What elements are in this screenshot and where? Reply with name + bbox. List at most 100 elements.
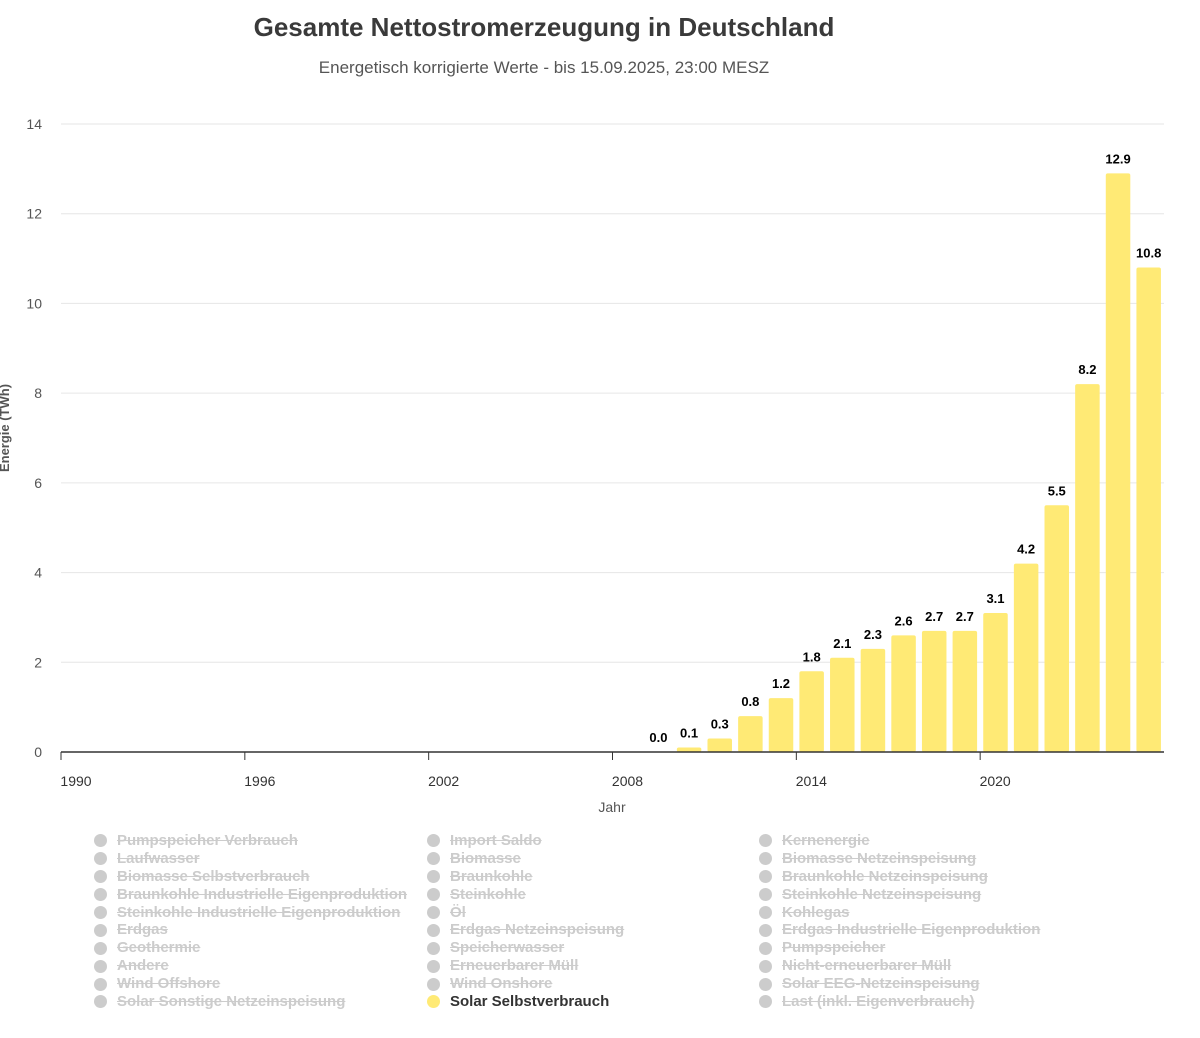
bar: [1044, 505, 1070, 752]
legend-dot-icon: [94, 995, 107, 1009]
legend-dot-icon: [94, 852, 107, 866]
legend-dot-icon: [94, 834, 107, 848]
legend-item[interactable]: Last (inkl. Eigenverbrauch): [759, 993, 1040, 1011]
legend-dot-icon: [759, 923, 772, 937]
legend-item[interactable]: Erdgas: [94, 921, 407, 939]
legend-item[interactable]: Braunkohle Netzeinspeisung: [759, 868, 1040, 886]
legend-item-label: Kohlegas: [782, 903, 850, 921]
legend-item[interactable]: Öl: [427, 904, 624, 922]
data-label: 0.8: [741, 694, 759, 709]
legend-item-label: Braunkohle Industrielle Eigenproduktion: [117, 885, 408, 903]
y-tick-label: 10: [26, 295, 42, 311]
legend-item[interactable]: Andere: [94, 957, 407, 975]
legend-item[interactable]: Solar Selbstverbrauch: [427, 993, 624, 1011]
legend-item[interactable]: Kohlegas: [759, 904, 1040, 922]
data-label: 0.0: [649, 730, 667, 745]
legend-item[interactable]: Braunkohle Industrielle Eigenproduktion: [94, 886, 407, 904]
data-label: 12.9: [1105, 151, 1130, 166]
x-tick-label: 2008: [612, 773, 643, 789]
x-tick-label: 2014: [796, 773, 827, 789]
legend-dot-icon: [759, 852, 772, 866]
legend-item[interactable]: Erdgas Industrielle Eigenproduktion: [759, 921, 1040, 939]
legend-item-label: Erdgas Netzeinspeisung: [450, 921, 625, 939]
legend-item-label: Erneuerbarer Müll: [450, 957, 579, 975]
legend-item-label: Braunkohle Netzeinspeisung: [782, 867, 988, 885]
legend-item[interactable]: Pumpspeicher Verbrauch: [94, 832, 407, 850]
x-axis-label: Jahr: [598, 799, 626, 815]
legend-item[interactable]: Erneuerbarer Müll: [427, 957, 624, 975]
legend-item[interactable]: Biomasse Netzeinspeisung: [759, 850, 1040, 868]
legend-item[interactable]: Pumpspeicher: [759, 939, 1040, 957]
legend-item-label: Erdgas Industrielle Eigenproduktion: [782, 921, 1041, 939]
data-label: 1.8: [803, 649, 821, 664]
legend-item-label: Steinkohle: [450, 885, 526, 903]
legend-item[interactable]: Laufwasser: [94, 850, 407, 868]
bar: [768, 698, 794, 752]
legend-dot-icon: [759, 870, 772, 884]
legend-dot-icon: [94, 923, 107, 937]
legend-item[interactable]: Braunkohle: [427, 868, 624, 886]
legend-item[interactable]: Wind Onshore: [427, 975, 624, 993]
legend-item[interactable]: Speicherwasser: [427, 939, 624, 957]
data-label: 0.3: [711, 717, 729, 732]
y-tick-label: 6: [34, 475, 42, 491]
legend-dot-icon: [427, 852, 440, 866]
data-label: 1.2: [772, 676, 790, 691]
x-tick-label: 2002: [428, 773, 459, 789]
data-label: 2.7: [956, 609, 974, 624]
bar: [738, 716, 763, 752]
legend-dot-icon: [94, 977, 107, 991]
legend-dot-icon: [759, 834, 772, 848]
data-label: 3.1: [986, 591, 1004, 606]
legend-dot-icon: [759, 959, 772, 973]
legend-item[interactable]: Biomasse: [427, 850, 624, 868]
y-tick-label: 4: [34, 565, 42, 581]
legend-item[interactable]: Import Saldo: [427, 832, 624, 850]
legend-item[interactable]: Steinkohle: [427, 886, 624, 904]
bar: [676, 747, 702, 752]
legend-dot-icon: [759, 977, 772, 991]
bar: [952, 630, 978, 752]
legend-column: Pumpspeicher Verbrauch Laufwasser Biomasse…: [94, 832, 407, 1011]
legend-item[interactable]: Nicht-erneuerbarer Müll: [759, 957, 1040, 975]
legend-item[interactable]: Biomasse Selbstverbrauch: [94, 868, 407, 886]
legend-dot-icon: [759, 906, 772, 919]
data-label: 4.2: [1017, 542, 1035, 557]
legend-item-label: Wind Onshore: [450, 975, 553, 993]
legend-item-label: Steinkohle Industrielle Eigenproduktion: [117, 903, 401, 921]
legend-item-label: Nicht-erneuerbarer Müll: [782, 957, 952, 975]
legend-dot-icon: [94, 888, 107, 902]
legend-dot-icon: [759, 888, 772, 902]
y-axis-label: Energie (TWh): [0, 384, 12, 472]
bar: [860, 648, 886, 752]
legend-item-label: Solar Sonstige Netzeinspeisung: [117, 993, 346, 1011]
legend-item[interactable]: Steinkohle Netzeinspeisung: [759, 886, 1040, 904]
bar: [830, 657, 855, 752]
legend-item[interactable]: Steinkohle Industrielle Eigenproduktion: [94, 904, 407, 922]
legend-dot-icon: [427, 941, 440, 955]
legend-item[interactable]: Solar Sonstige Netzeinspeisung: [94, 993, 407, 1011]
chart-title: Gesamte Nettostromerzeugung in Deutschla…: [253, 12, 835, 42]
legend-item-label: Andere: [117, 957, 169, 975]
data-label: 2.1: [833, 636, 851, 651]
data-label: 0.1: [680, 726, 698, 741]
legend-item-label: Geothermie: [117, 939, 201, 957]
data-label: 2.7: [925, 609, 943, 624]
legend-dot-icon: [427, 834, 440, 848]
x-tick-label: 2020: [980, 773, 1011, 789]
legend-dot-icon: [427, 977, 440, 991]
legend-item[interactable]: Geothermie: [94, 939, 407, 957]
legend-item[interactable]: Wind Offshore: [94, 975, 407, 993]
legend-dot-icon: [427, 870, 440, 884]
legend-item-label: Pumpspeicher: [782, 939, 886, 957]
legend-dot-icon: [94, 941, 107, 955]
data-label: 5.5: [1048, 483, 1066, 498]
bar: [799, 671, 824, 752]
legend-item[interactable]: Solar EEG-Netzeinspeisung: [759, 975, 1040, 993]
legend-item[interactable]: Erdgas Netzeinspeisung: [427, 921, 624, 939]
legend-item-label: Solar EEG-Netzeinspeisung: [782, 975, 980, 993]
legend-item[interactable]: Kernenergie: [759, 832, 1040, 850]
bar: [921, 630, 947, 752]
legend-dot-icon: [427, 888, 440, 902]
bar: [1075, 384, 1100, 752]
